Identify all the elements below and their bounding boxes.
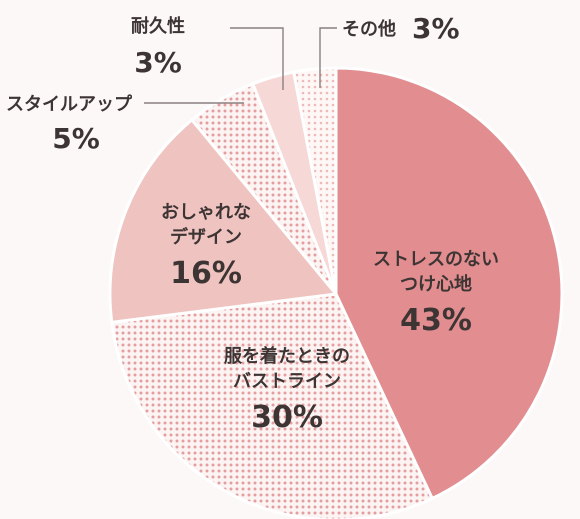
slice-value-label: 3% (134, 46, 182, 79)
slice-label-line-1: ストレスのない (373, 249, 499, 270)
slice-label-line-2: つけ心地 (400, 273, 472, 295)
leader-line-other (319, 27, 337, 88)
slice-value-label: 5% (52, 122, 100, 155)
leader-lines (144, 27, 337, 104)
slice-label-line-1: 耐久性 (131, 15, 185, 37)
leader-line-durability (230, 27, 284, 90)
pie-slice (292, 66, 338, 296)
slice-label-line-1: その他 (342, 18, 396, 40)
slice-label-line-1: おしゃれな (161, 202, 251, 223)
pie-slice (110, 292, 434, 519)
slice-label-line-2: デザイン (170, 226, 242, 248)
pie-slice (108, 118, 338, 324)
slice-value-label: 16% (170, 256, 242, 291)
slice-label-line-1: 服を着たときの (224, 345, 350, 367)
pie-slices (108, 66, 564, 519)
slice-value-label: 30% (251, 400, 323, 435)
slice-value-label: 43% (400, 303, 472, 338)
slice-label-line-1: スタイルアップ (6, 93, 133, 115)
pie-slice (334, 66, 564, 500)
slice-value-label: 3% (412, 12, 460, 45)
slice-label-line-2: バストライン (233, 371, 341, 392)
